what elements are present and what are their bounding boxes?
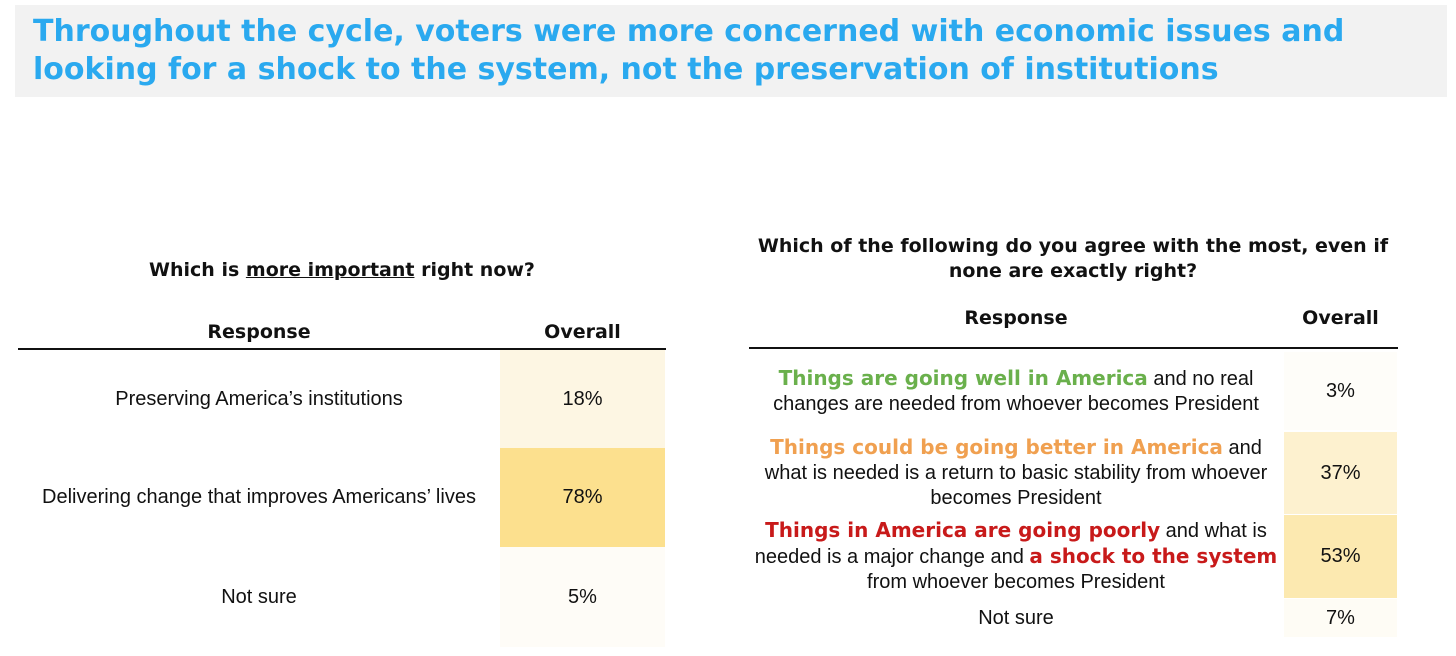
left-question-post: right now? bbox=[414, 259, 535, 281]
header-banner: Throughout the cycle, voters were more c… bbox=[15, 5, 1447, 97]
highlight-text-orange: Things could be going better in America bbox=[770, 435, 1223, 459]
headline: Throughout the cycle, voters were more c… bbox=[33, 14, 1345, 87]
left-row-overall: 5% bbox=[500, 547, 665, 647]
response-text: and what is needed is a major change and bbox=[754, 519, 1267, 568]
left-header-rule bbox=[18, 348, 666, 350]
right-row-response: Things could be going better in America … bbox=[748, 432, 1284, 514]
left-question-pre: Which is bbox=[149, 259, 246, 281]
left-question: Which is more important right now? bbox=[18, 258, 666, 283]
left-question-underlined: more important bbox=[245, 259, 415, 281]
right-header-rule bbox=[749, 347, 1398, 349]
left-col-response: Response bbox=[207, 321, 311, 343]
highlight-text-red: Things in America are going poorly bbox=[765, 517, 1161, 542]
right-row-overall: 53% bbox=[1284, 515, 1397, 598]
right-col-response: Response bbox=[964, 307, 1068, 329]
right-col-overall: Overall bbox=[1302, 307, 1379, 329]
right-question: Which of the following do you agree with… bbox=[757, 235, 1389, 282]
right-row-response: Things are going well in America and no … bbox=[748, 352, 1284, 430]
left-row-overall: 78% bbox=[500, 448, 665, 547]
highlight-text-red: a shock to the system bbox=[1029, 543, 1278, 568]
right-row-overall: 37% bbox=[1284, 432, 1397, 514]
right-row-overall: 3% bbox=[1284, 352, 1397, 430]
left-col-overall: Overall bbox=[544, 321, 621, 343]
left-row-overall: 18% bbox=[500, 350, 665, 448]
response-text: and no real changes are needed from whoe… bbox=[773, 367, 1259, 415]
left-row-response: Delivering change that improves American… bbox=[42, 486, 476, 508]
left-row-response: Preserving America’s institutions bbox=[115, 387, 403, 410]
right-row-response: Not sure bbox=[978, 606, 1054, 629]
response-text: and what is needed is a return to basic … bbox=[764, 437, 1268, 509]
right-row-overall: 7% bbox=[1284, 599, 1397, 637]
left-row-response: Not sure bbox=[221, 585, 297, 608]
right-row-response: Things in America are going poorly and w… bbox=[748, 515, 1284, 597]
highlight-text-green: Things are going well in America bbox=[778, 365, 1148, 390]
response-text: from whoever becomes President bbox=[867, 570, 1165, 593]
